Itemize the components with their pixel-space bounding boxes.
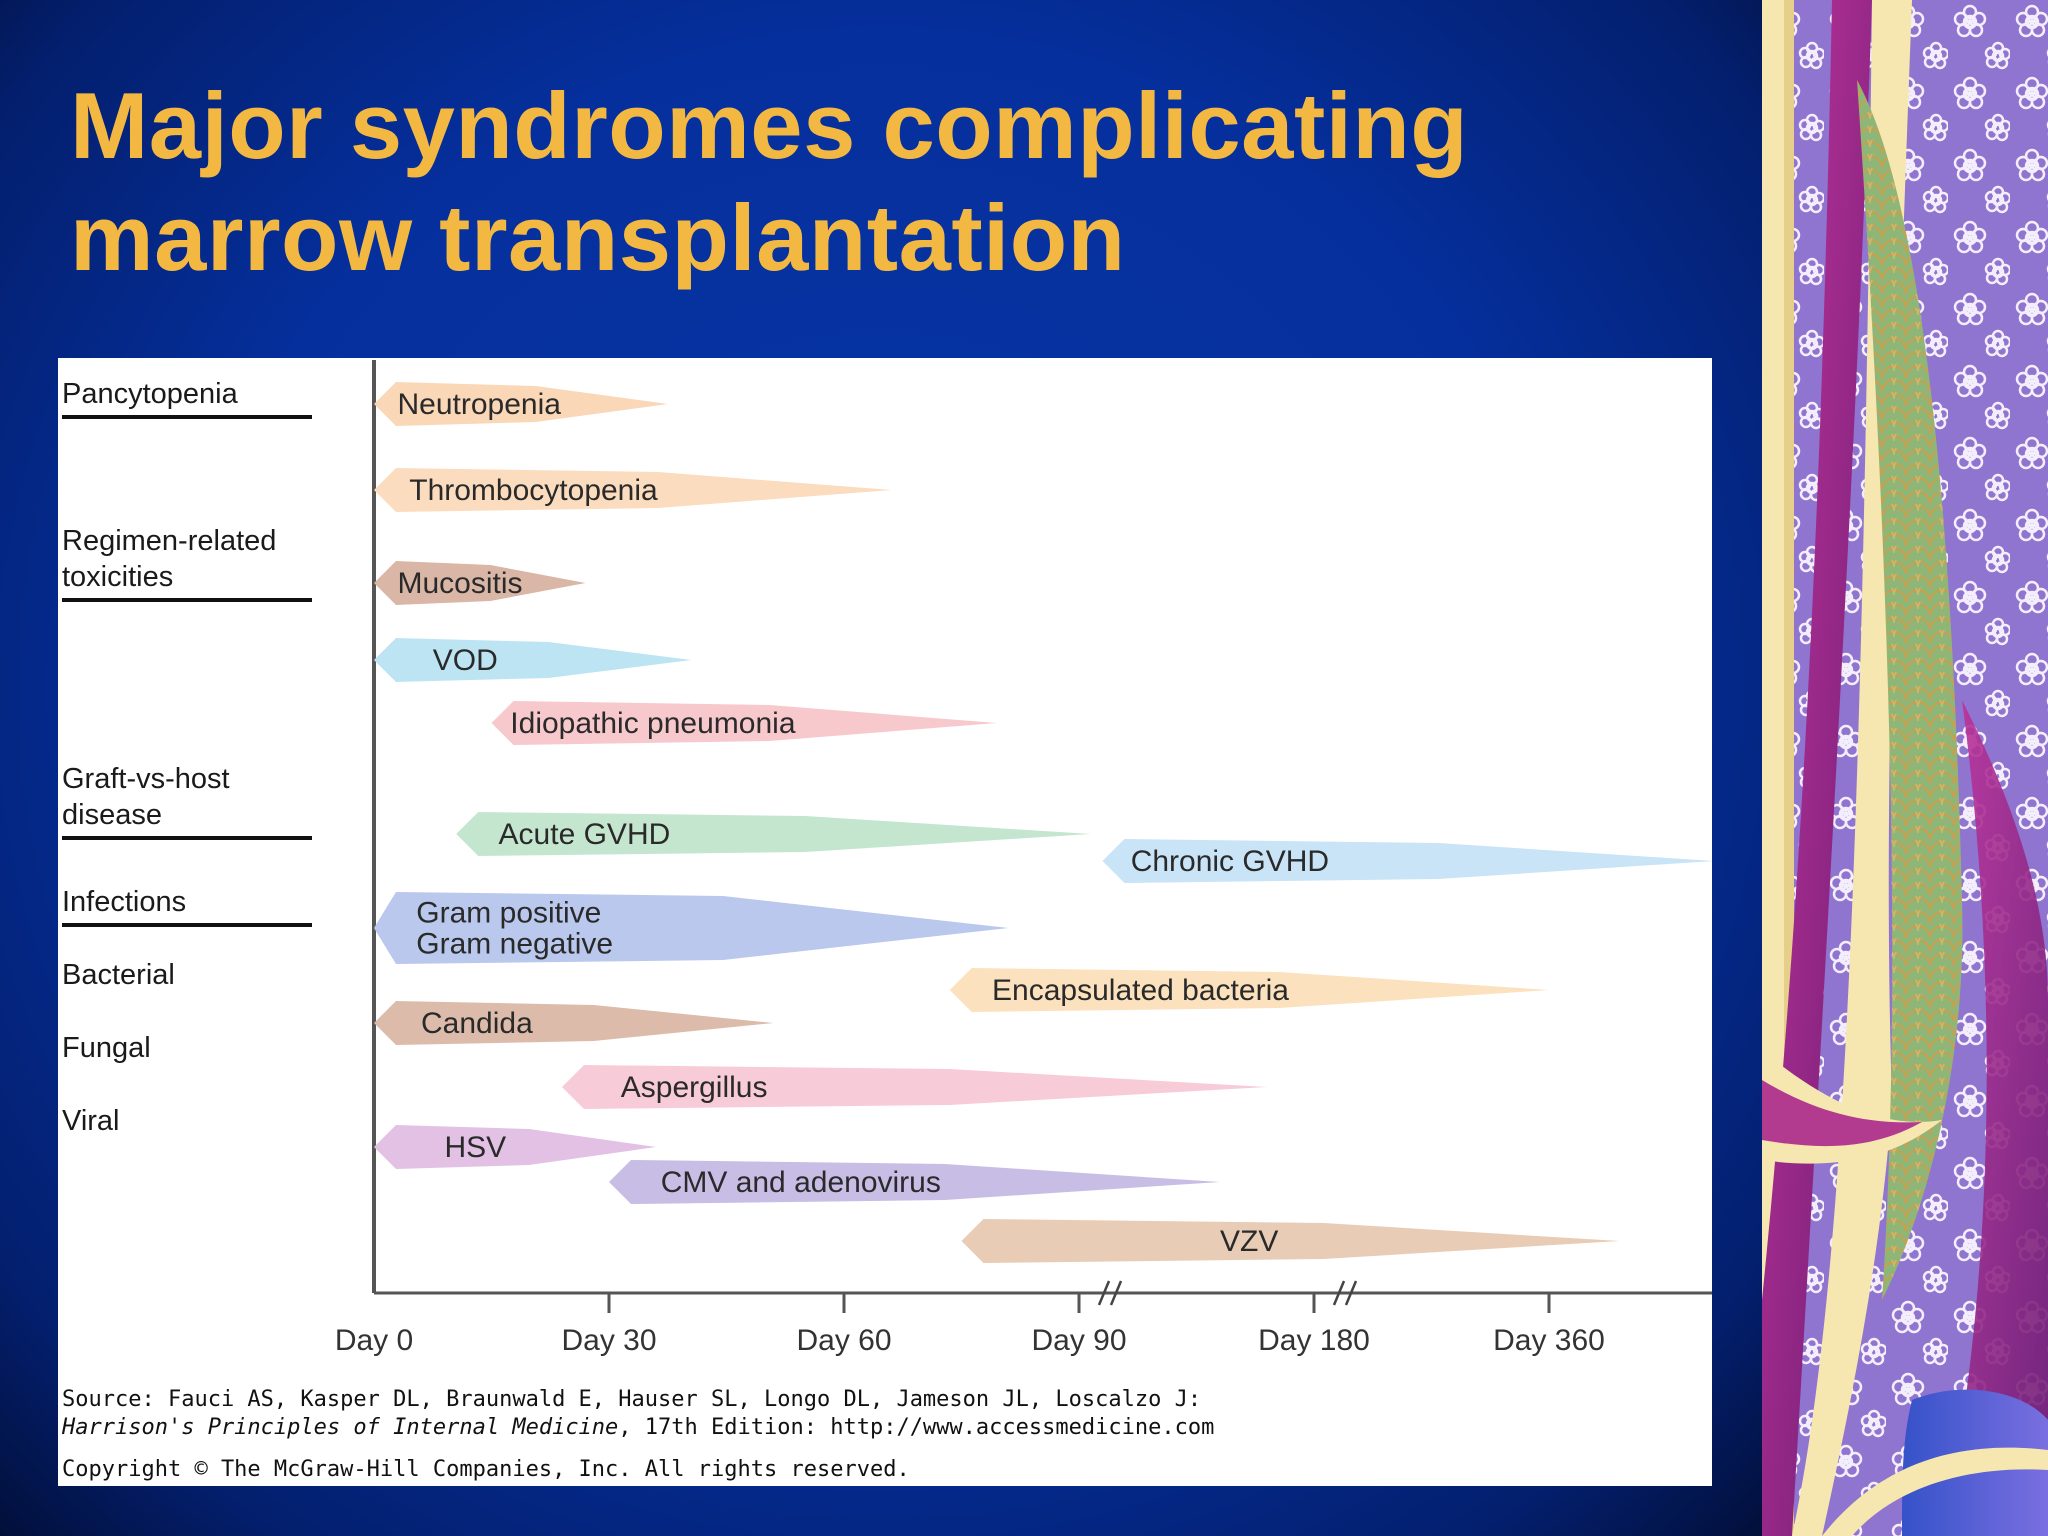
axis-tick-label: Day 180 [1258, 1324, 1370, 1357]
category-label: Viral [62, 1105, 120, 1137]
axis-break-mark [1097, 1280, 1123, 1306]
syndrome-label: Encapsulated bacteria [992, 974, 1289, 1007]
category-label-text: Pancytopenia [62, 378, 239, 410]
syndrome-arrow [374, 638, 692, 682]
source-line-1: Source: Fauci AS, Kasper DL, Braunwald E… [62, 1387, 1202, 1412]
floral-ribbon-art [1762, 0, 2048, 1536]
syndrome-label: VOD [433, 644, 498, 677]
syndrome-arrow [491, 701, 997, 745]
axis-tick-label: Day 60 [796, 1324, 891, 1357]
syndrome-label: Gram negative [416, 928, 613, 961]
axis-break-mark [1332, 1280, 1358, 1306]
syndrome-band: Chronic GVHD [1102, 839, 1712, 883]
axis-tick-label: Day 90 [1031, 1324, 1126, 1357]
syndrome-band: Aspergillus [562, 1065, 1267, 1109]
syndrome-label: Candida [421, 1007, 533, 1040]
syndrome-arrow [1102, 839, 1712, 883]
category-label: Bacterial [62, 959, 175, 991]
source-citation: Source: Fauci AS, Kasper DL, Braunwald E… [62, 1386, 1702, 1484]
syndrome-arrow [374, 1125, 656, 1169]
category-label-text: Viral [62, 1105, 120, 1137]
syndrome-band: HSV [374, 1125, 656, 1169]
syndrome-label: Idiopathic pneumonia [510, 707, 796, 740]
syndrome-arrow [374, 1001, 774, 1045]
source-line-2: Harrison's Principles of Internal Medici… [62, 1414, 1702, 1442]
syndrome-label: Chronic GVHD [1131, 845, 1329, 878]
category-label: Fungal [62, 1032, 151, 1064]
syndrome-label: Acute GVHD [499, 818, 671, 851]
syndrome-arrow [456, 812, 1091, 856]
syndrome-label: VZV [1220, 1225, 1278, 1258]
source-book-title: Harrison's Principles of Internal Medici… [62, 1415, 619, 1440]
syndrome-band: Acute GVHD [456, 812, 1091, 856]
axis-tick-label: Day 0 [335, 1324, 413, 1357]
axis-tick-label: Day 360 [1493, 1324, 1605, 1357]
syndrome-band: Idiopathic pneumonia [491, 701, 997, 745]
category-label-text: disease [62, 799, 162, 831]
syndrome-arrow [374, 468, 891, 512]
category-label-text: Infections [62, 886, 186, 918]
axis-tick-label: Day 30 [561, 1324, 656, 1357]
category-label-text: Graft-vs-host [62, 763, 230, 795]
category-label: Graft-vs-host disease [62, 763, 312, 840]
syndrome-arrow [949, 968, 1549, 1012]
source-edition: , 17th Edition: http://www.accessmedicin… [618, 1415, 1215, 1440]
syndrome-band: Thrombocytopenia [374, 468, 891, 512]
syndrome-arrow [374, 561, 586, 605]
syndrome-label: Mucositis [398, 567, 523, 600]
syndrome-arrow [609, 1160, 1220, 1204]
category-label-text: toxicities [62, 561, 173, 593]
syndrome-label: HSV [445, 1131, 507, 1164]
timeline-figure: Pancytopenia Regimen-related toxicities Gr… [58, 358, 1712, 1486]
title-line-1: Major syndromes complicating [70, 73, 1469, 178]
category-label-text: Bacterial [62, 959, 175, 991]
syndrome-label: Gram positive [416, 897, 601, 930]
page-title: Major syndromes complicating marrow tran… [70, 70, 1710, 294]
syndrome-band: Encapsulated bacteria [949, 968, 1549, 1012]
syndrome-label: CMV and adenovirus [661, 1166, 941, 1199]
category-label: Infections [62, 886, 312, 927]
title-line-2: marrow transplantation [70, 185, 1126, 290]
syndrome-label: Thrombocytopenia [409, 474, 658, 507]
category-label: Regimen-related toxicities [62, 525, 312, 602]
syndrome-band: Candida [374, 1001, 774, 1045]
syndrome-band: CMV and adenovirus [609, 1160, 1220, 1204]
syndrome-label: Aspergillus [621, 1071, 768, 1104]
syndrome-arrow [374, 892, 1009, 964]
syndrome-arrow [562, 1065, 1267, 1109]
syndrome-label: Neutropenia [398, 388, 562, 421]
syndrome-band: VOD [374, 638, 692, 682]
timeline-chart: Pancytopenia Regimen-related toxicities Gr… [62, 360, 1712, 1357]
category-label-text: Regimen-related [62, 525, 276, 557]
category-label: Pancytopenia [62, 378, 312, 419]
syndrome-band: VZV [961, 1219, 1620, 1263]
category-label-text: Fungal [62, 1032, 151, 1064]
syndrome-band: Mucositis [374, 561, 586, 605]
syndrome-arrow [374, 382, 668, 426]
syndrome-band: Neutropenia [374, 382, 668, 426]
copyright-notice: Copyright © The McGraw-Hill Companies, I… [62, 1457, 910, 1482]
syndrome-arrow [961, 1219, 1620, 1263]
decorative-border [1762, 0, 2048, 1536]
